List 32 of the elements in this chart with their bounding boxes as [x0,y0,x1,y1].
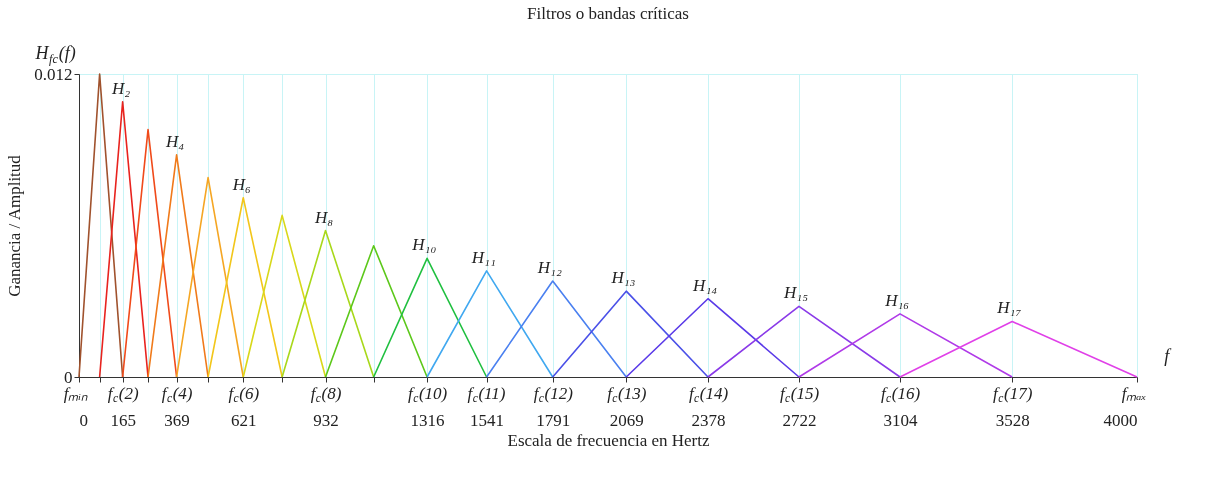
x-tick-label: 165 [110,410,136,430]
annotation: H₁₇ [996,298,1022,318]
annotation: H₁₅ [783,283,809,303]
x-tick-label: 3104 [883,410,919,430]
annotation: H₈ [313,207,334,227]
annotation: H₄ [164,131,185,151]
annotation: H₁₁ [470,247,496,267]
x-tick-label: 1791 [536,410,571,430]
x-tick-label: 1316 [410,410,445,430]
x-tick-label: 2722 [782,410,817,430]
x-tick-label: 369 [164,410,190,430]
x-tick-label: 621 [231,410,257,430]
x-tick-label: 2069 [609,410,644,430]
x-tick-label: 932 [313,410,339,430]
annotation: H₁₄ [692,275,718,295]
annotation: H₁₀ [411,235,437,255]
annotation: H₁₂ [536,258,563,278]
annotation: fₘₐₓ [1121,384,1147,403]
x-tick-label: 3528 [995,410,1030,430]
text: f [1164,346,1173,366]
chart-title: Filtros o bandas críticas [527,4,689,23]
x-axis-title: Escala de frecuencia en Hertz [507,430,710,450]
annotation: fₘᵢₙ [63,384,89,403]
x-tick-label: 4000 [1103,410,1138,430]
annotation: H₁₃ [610,268,636,288]
y-axis-title: Ganancia / Amplitud [5,154,25,297]
annotation: H₂ [111,78,131,98]
annotation: H₆ [231,174,251,194]
annotation: H₁₆ [884,290,910,310]
x-tick-label: 2378 [691,410,726,430]
x-tick-label: 0 [79,410,88,430]
x-tick-label: 1541 [470,410,505,430]
